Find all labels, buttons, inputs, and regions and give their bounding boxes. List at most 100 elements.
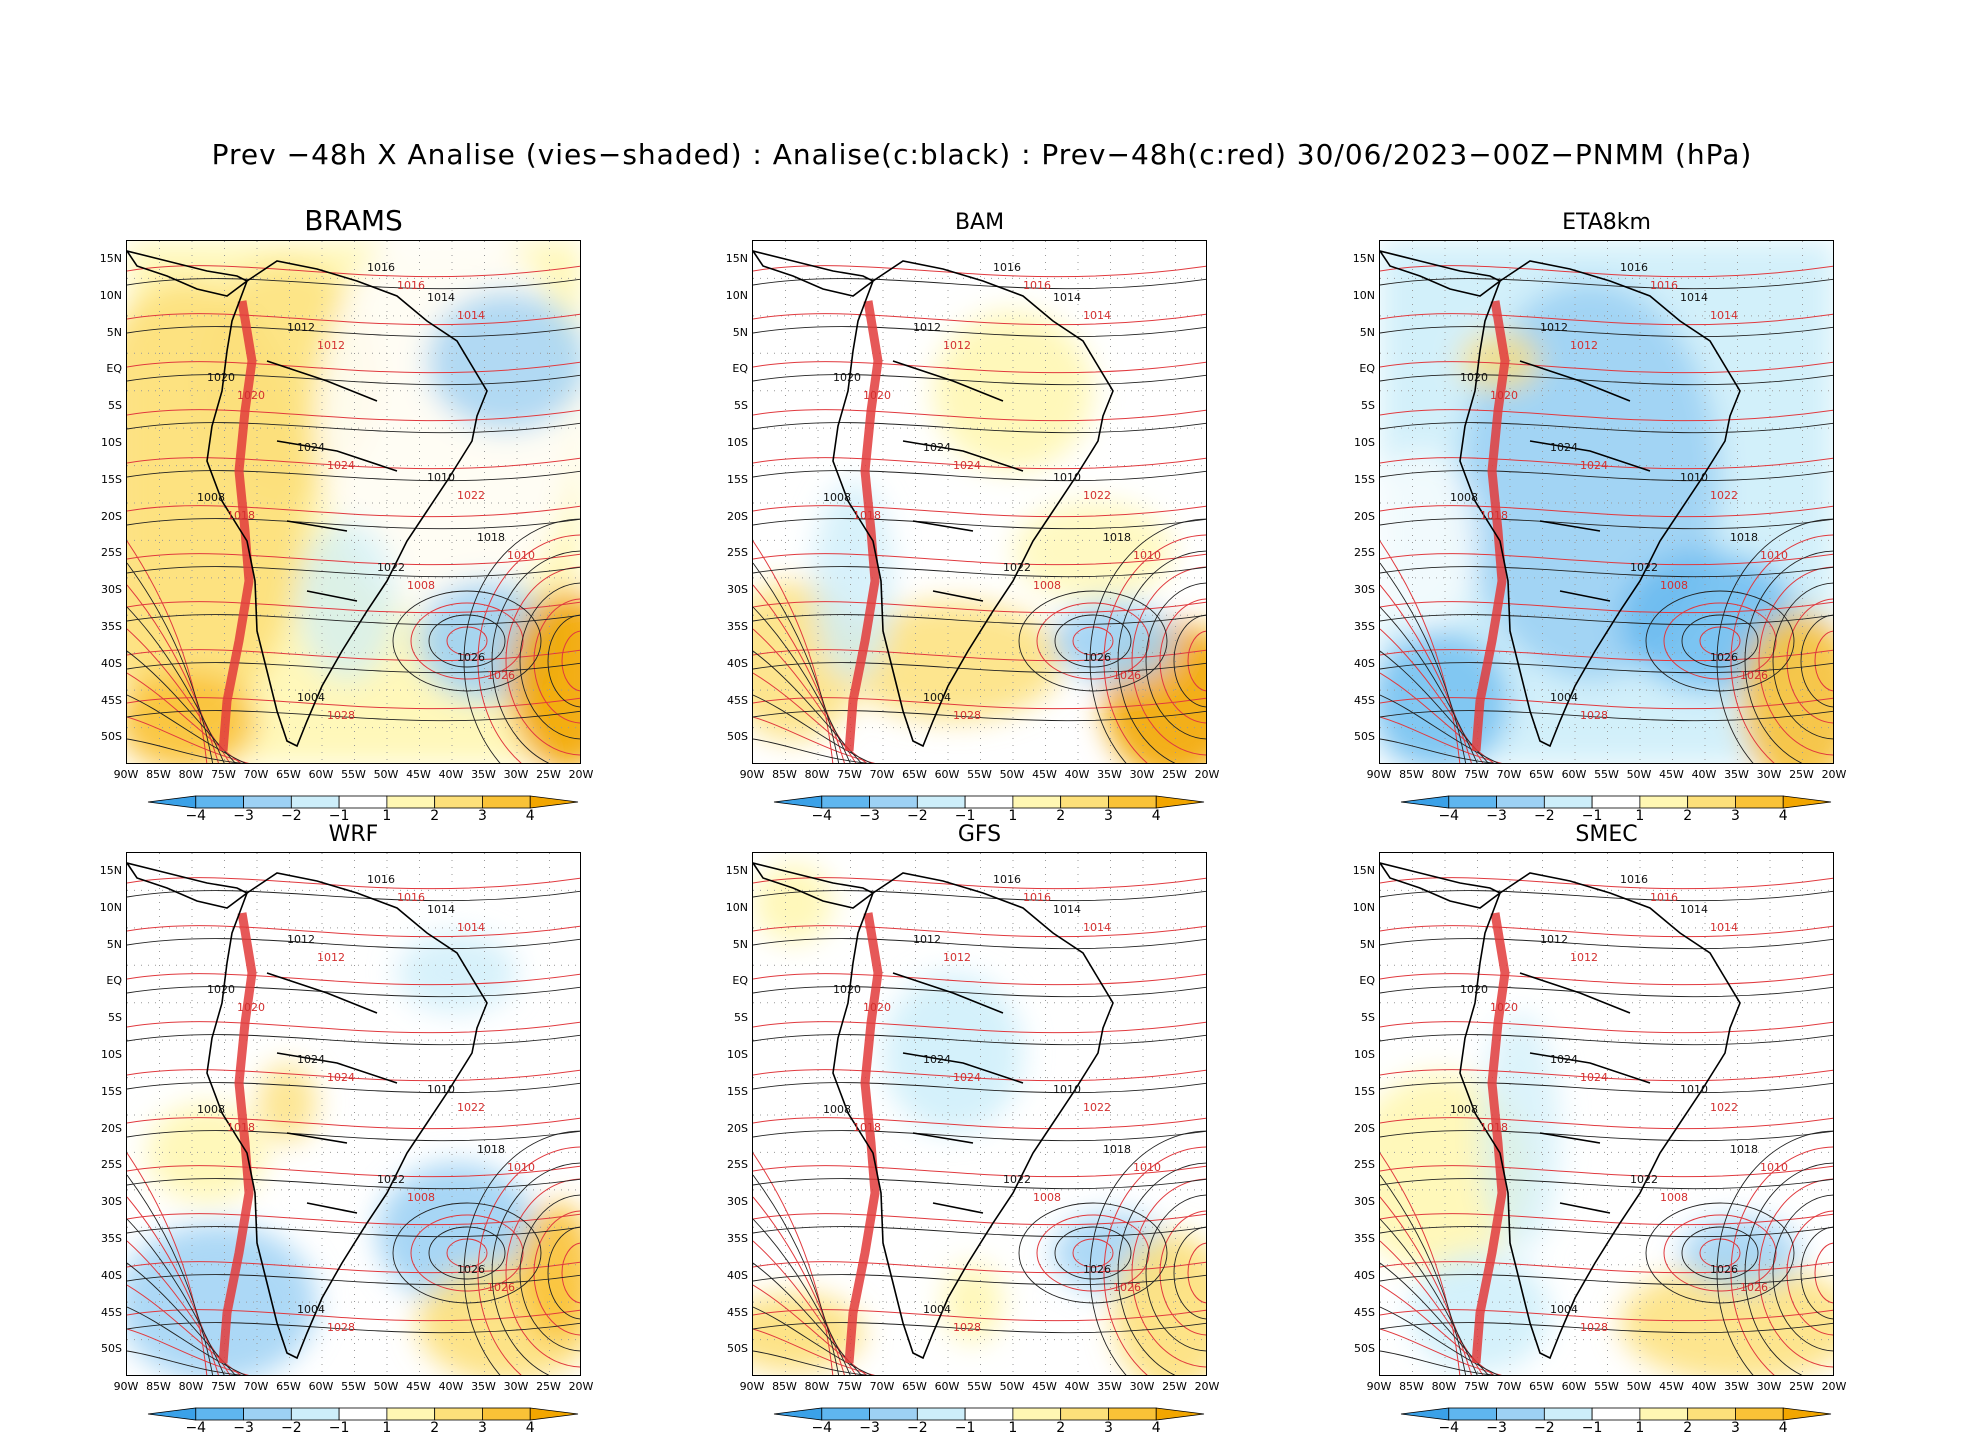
svg-text:1024: 1024: [1580, 1071, 1608, 1084]
svg-text:1028: 1028: [953, 1321, 981, 1334]
lat-tick-label: 30S: [101, 583, 122, 597]
colorbar-tick-label: 3: [1730, 1420, 1740, 1436]
svg-text:1008: 1008: [1033, 1191, 1061, 1204]
lat-tick-label: 45S: [101, 1305, 122, 1319]
lon-tick-label: 60W: [1561, 1380, 1587, 1393]
analysis-isobars: [753, 278, 1206, 763]
lon-tick-label: 80W: [804, 768, 830, 781]
map-panel-bam: 1016 1016 1014 1014 1012 1012 1020 1020 1024 1024…: [752, 240, 1207, 764]
svg-text:1020: 1020: [237, 389, 265, 402]
svg-text:1010: 1010: [1053, 471, 1081, 484]
analysis-isobars: [753, 890, 1206, 1375]
svg-text:1004: 1004: [297, 1303, 325, 1316]
colorbar-tick-label: 1: [1635, 1420, 1645, 1436]
lon-tick-label: 25W: [1162, 1380, 1187, 1393]
lat-tick-label: 50S: [101, 1342, 122, 1356]
svg-text:1018: 1018: [477, 1143, 505, 1156]
lat-tick-label: 15S: [101, 1084, 122, 1098]
lat-tick-label: 15N: [1352, 252, 1375, 265]
lat-tick-label: 15N: [725, 864, 748, 877]
svg-text:1012: 1012: [943, 339, 971, 352]
svg-text:1012: 1012: [1540, 321, 1568, 334]
svg-text:1020: 1020: [1490, 389, 1518, 402]
colorbar-tick-label: −4: [1438, 1420, 1460, 1436]
svg-text:1018: 1018: [227, 509, 255, 522]
lon-tick-label: 75W: [1464, 1380, 1489, 1393]
svg-text:1010: 1010: [507, 1161, 535, 1174]
andes-bias-strip: [1471, 912, 1510, 1364]
colorbar-tick-label: −1: [954, 808, 976, 824]
lat-tick-label: 45S: [1354, 693, 1375, 707]
lon-tick-label: 55W: [341, 1380, 366, 1393]
lon-tick-label: 20W: [568, 1380, 594, 1393]
panel-title-smec: SMEC: [1575, 822, 1638, 847]
lat-tick-label: 25S: [727, 1158, 748, 1172]
lat-tick-label: 10S: [727, 1048, 748, 1061]
andes-bias-strip: [1471, 300, 1510, 752]
lat-tick-label: 45S: [1354, 1305, 1375, 1319]
svg-text:1020: 1020: [237, 1001, 265, 1014]
colorbar-tick-label: −3: [233, 1420, 254, 1436]
lat-tick-label: 40S: [1354, 656, 1375, 670]
lon-tick-label: 40W: [438, 1380, 464, 1393]
svg-text:1012: 1012: [287, 933, 315, 946]
map-canvas: 1016101610141014101210121020102010241024…: [127, 241, 580, 763]
svg-text:1008: 1008: [1660, 579, 1688, 592]
colorbar-tick-label: 1: [1008, 1420, 1018, 1436]
lat-tick-label: 50S: [1354, 730, 1375, 744]
svg-text:1024: 1024: [953, 459, 981, 472]
svg-text:1018: 1018: [1730, 1143, 1758, 1156]
lat-tick-label: 10N: [725, 900, 748, 914]
colorbar-tick-label: −3: [233, 808, 254, 824]
svg-text:1014: 1014: [1680, 903, 1708, 916]
lon-tick-label: 80W: [178, 768, 204, 781]
lon-tick-label: 70W: [869, 768, 895, 781]
colorbar-tick-label: −2: [281, 1420, 302, 1436]
svg-text:1022: 1022: [1630, 1173, 1658, 1186]
svg-text:1010: 1010: [1680, 471, 1708, 484]
svg-text:1014: 1014: [427, 291, 455, 304]
lon-tick-label: 25W: [1162, 768, 1187, 781]
lon-tick-label: 60W: [934, 768, 960, 781]
svg-text:1012: 1012: [317, 951, 345, 964]
coastline: [127, 250, 488, 748]
svg-text:1022: 1022: [457, 489, 485, 502]
lat-tick-label: 5S: [108, 399, 122, 413]
lon-tick-label: 90W: [1366, 768, 1392, 781]
lon-tick-label: 55W: [1594, 768, 1619, 781]
lon-tick-label: 25W: [1789, 768, 1814, 781]
lon-tick-label: 35W: [1724, 768, 1749, 781]
colorbar-tick-label: 2: [1056, 808, 1066, 824]
lat-tick-label: 40S: [1354, 1268, 1375, 1282]
svg-text:1010: 1010: [1053, 1083, 1081, 1096]
colorbar-tick-label: −3: [859, 1420, 880, 1436]
map-canvas: 1016101610141014101210121020102010241024…: [127, 853, 580, 1375]
svg-text:1024: 1024: [1550, 1053, 1578, 1066]
svg-text:1020: 1020: [833, 371, 861, 384]
lat-tick-label: 15N: [99, 864, 122, 877]
lon-tick-label: 20W: [1821, 768, 1847, 781]
lon-tick-label: 35W: [1097, 1380, 1122, 1393]
colorbar-tick-label: −4: [1438, 808, 1460, 824]
lat-tick-label: 50S: [1354, 1342, 1375, 1356]
lat-tick-label: 10N: [1352, 900, 1375, 914]
lat-tick-label: 45S: [727, 693, 748, 707]
coastline: [1380, 862, 1741, 1360]
lat-tick-label: 15S: [1354, 472, 1375, 486]
svg-text:1024: 1024: [1550, 441, 1578, 454]
map-panel-eta8km: 1016 1016 1014 1014 1012 1012 1020 1020 1024 1024…: [1379, 240, 1834, 764]
colorbar-tick-label: −3: [859, 808, 880, 824]
svg-text:1016: 1016: [993, 261, 1021, 274]
map-panel-brams: 1016 1016 1014 1014 1012 1012 1020 1020 1024 1024…: [126, 240, 581, 764]
svg-text:1026: 1026: [1710, 1263, 1738, 1276]
lat-tick-label: EQ: [732, 362, 748, 376]
panel-title-eta8km: ETA8km: [1562, 210, 1651, 235]
lon-tick-label: 70W: [1496, 1380, 1522, 1393]
svg-text:1010: 1010: [1760, 549, 1788, 562]
analysis-isobars: [1380, 890, 1833, 1375]
svg-text:1014: 1014: [1053, 291, 1081, 304]
lat-tick-label: EQ: [1359, 974, 1375, 988]
svg-text:1004: 1004: [923, 691, 951, 704]
lat-tick-label: 50S: [727, 1342, 748, 1356]
lon-tick-label: 30W: [1129, 1380, 1155, 1393]
